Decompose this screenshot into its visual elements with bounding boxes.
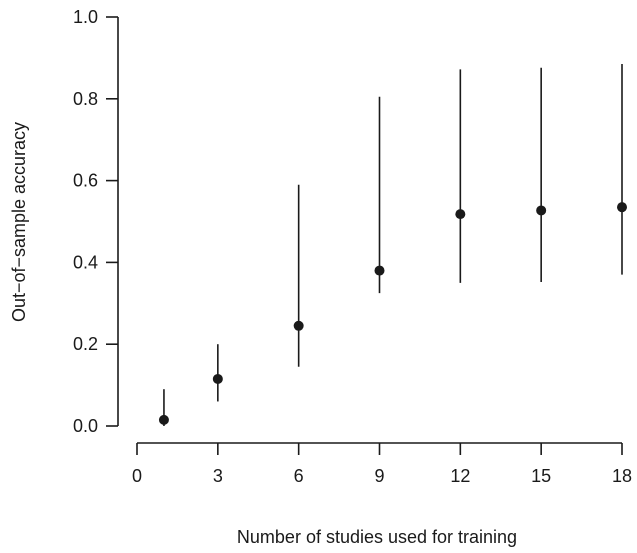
x-tick-label: 3	[213, 466, 223, 486]
y-tick-label: 0.2	[73, 334, 98, 354]
y-tick-label: 0.4	[73, 252, 98, 272]
data-point	[374, 265, 385, 276]
data-marks	[158, 64, 627, 426]
x-axis: 0 3 6 9 12 15 18	[132, 442, 632, 486]
y-tick-label: 1.0	[73, 7, 98, 27]
y-tick-label: 0.6	[73, 171, 98, 191]
y-axis-title: Out−of−sample accuracy	[9, 122, 29, 322]
data-point	[617, 202, 627, 213]
data-point	[293, 320, 304, 331]
y-tick-label: 0.8	[73, 89, 98, 109]
y-tick-label: 0.0	[73, 416, 98, 436]
x-tick-label: 12	[450, 466, 470, 486]
x-tick-label: 15	[531, 466, 551, 486]
x-axis-title: Number of studies used for training	[237, 527, 517, 547]
data-point	[212, 373, 223, 384]
data-point	[455, 209, 466, 220]
x-tick-label: 0	[132, 466, 142, 486]
data-point	[158, 414, 169, 425]
x-tick-label: 9	[374, 466, 384, 486]
x-tick-label: 6	[294, 466, 304, 486]
y-axis: 0.0 0.2 0.4 0.6 0.8 1.0	[73, 7, 119, 436]
x-tick-label: 18	[612, 466, 632, 486]
data-point	[536, 205, 547, 216]
